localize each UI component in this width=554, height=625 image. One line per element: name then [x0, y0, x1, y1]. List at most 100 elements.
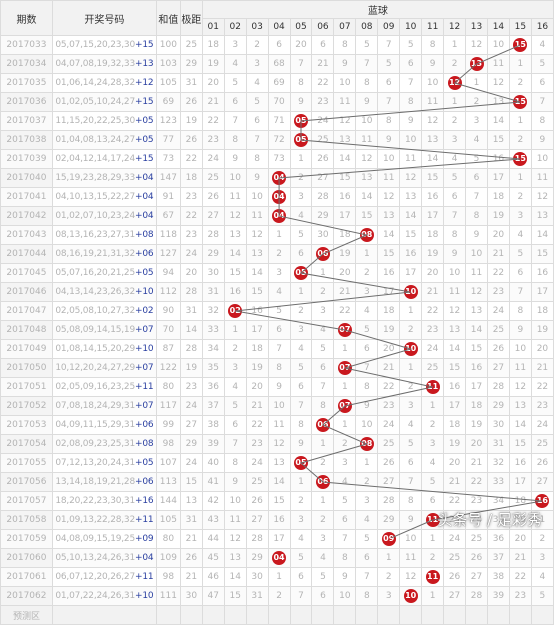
- prediction-cell[interactable]: [179, 605, 203, 625]
- blue-ball-marker: 07: [337, 361, 352, 375]
- miss-count-cell: 9: [399, 510, 423, 530]
- blue-col-header: 14: [486, 18, 510, 36]
- prediction-cell[interactable]: [245, 605, 269, 625]
- miss-count-cell: 19: [377, 320, 401, 340]
- miss-count-cell: 7: [289, 54, 313, 74]
- blue-ball-marker: 04: [272, 209, 287, 223]
- draw-numbers-cell: 04,08,09,15,19,25+09: [51, 529, 157, 549]
- miss-count-cell: 22: [486, 263, 510, 283]
- miss-count-cell: 1: [399, 301, 423, 321]
- range-cell: 29: [179, 54, 203, 74]
- blue-number: +05: [134, 458, 154, 468]
- prediction-cell[interactable]: [421, 605, 445, 625]
- prediction-cell[interactable]: [289, 605, 313, 625]
- period-cell: 2017057: [0, 491, 53, 511]
- red-numbers: 06,07,12,20,26,27: [55, 572, 135, 582]
- prediction-cell[interactable]: [311, 605, 335, 625]
- miss-count-cell: 5: [311, 567, 335, 587]
- blue-ball-marker: 12: [447, 76, 462, 90]
- miss-count-cell: 5: [399, 434, 423, 454]
- miss-count-cell: 8: [355, 73, 379, 93]
- miss-count-cell: 8: [355, 586, 379, 606]
- blue-col-header: 01: [201, 18, 225, 36]
- prediction-cell[interactable]: [465, 605, 488, 625]
- prediction-cell[interactable]: [333, 605, 357, 625]
- miss-count-cell: 25: [465, 529, 488, 549]
- sum-cell: 100: [155, 35, 181, 55]
- prediction-cell[interactable]: [399, 605, 423, 625]
- prediction-cell[interactable]: [51, 605, 157, 625]
- miss-count-cell: 31: [486, 434, 510, 454]
- draw-row: 2017050 10,12,20,24,27,29+07 122 19 35 3 19 8 5 6…: [0, 358, 554, 378]
- prediction-cell[interactable]: [201, 605, 225, 625]
- range-cell: 31: [179, 73, 203, 93]
- miss-count-cell: 23: [245, 434, 269, 454]
- prediction-cell[interactable]: [377, 605, 401, 625]
- miss-count-cell: 8: [267, 358, 291, 378]
- prediction-cell[interactable]: [355, 605, 379, 625]
- prediction-cell[interactable]: [530, 605, 554, 625]
- blue-hit-cell: 10: [399, 282, 423, 302]
- miss-count-cell: 2: [508, 130, 532, 150]
- blue-col-header: 15: [508, 18, 532, 36]
- prediction-cell[interactable]: [508, 605, 532, 625]
- miss-count-cell: 12: [245, 225, 269, 245]
- miss-count-cell: 18: [508, 491, 532, 511]
- prediction-cell[interactable]: [486, 605, 510, 625]
- miss-count-cell: 41: [201, 472, 225, 492]
- prediction-cell[interactable]: [443, 605, 467, 625]
- miss-count-cell: 10: [443, 263, 467, 283]
- miss-count-cell: 1: [289, 472, 313, 492]
- red-numbers: 01,08,14,15,20,29: [55, 344, 135, 354]
- miss-count-cell: 18: [443, 415, 467, 435]
- miss-count-cell: 20: [443, 453, 467, 473]
- miss-count-cell: 4: [267, 282, 291, 302]
- blue-col-header: 16: [530, 18, 554, 36]
- blue-col-header: 07: [333, 18, 357, 36]
- miss-count-cell: 1: [267, 567, 291, 587]
- sum-cell: 118: [155, 225, 181, 245]
- range-cell: 21: [179, 529, 203, 549]
- miss-count-cell: 11: [267, 415, 291, 435]
- blue-ball-marker: 08: [359, 437, 374, 451]
- blue-number: +06: [134, 477, 154, 487]
- miss-count-cell: 16: [443, 377, 467, 397]
- miss-count-cell: 5: [399, 35, 423, 55]
- miss-count-cell: 17: [421, 206, 445, 226]
- prediction-cell[interactable]: [267, 605, 291, 625]
- miss-count-cell: 2: [399, 377, 423, 397]
- miss-count-cell: 20: [201, 73, 225, 93]
- red-numbers: 08,16,19,21,31,32: [55, 249, 135, 259]
- range-cell: 23: [179, 187, 203, 207]
- miss-count-cell: 22: [443, 491, 467, 511]
- sum-cell: 117: [155, 396, 181, 416]
- period-cell: 2017049: [0, 339, 53, 359]
- red-numbers: 05,10,13,24,26,31: [55, 553, 135, 563]
- red-numbers: 01,07,22,24,26,31: [55, 591, 135, 601]
- blue-number: +10: [134, 344, 154, 354]
- blue-hit-cell: 04: [267, 206, 291, 226]
- miss-count-cell: 8: [355, 377, 379, 397]
- miss-count-cell: 23: [421, 320, 445, 340]
- draw-numbers-cell: 01,06,14,24,28,32+12: [51, 73, 157, 93]
- prediction-cell[interactable]: [155, 605, 181, 625]
- blue-hit-cell: 06: [311, 244, 335, 264]
- miss-count-cell: 9: [289, 434, 313, 454]
- miss-count-cell: 30: [486, 415, 510, 435]
- miss-count-cell: 5: [465, 149, 488, 169]
- miss-count-cell: 25: [201, 168, 225, 188]
- miss-count-cell: 3: [465, 111, 488, 131]
- miss-count-cell: 23: [311, 92, 335, 112]
- miss-count-cell: 9: [245, 168, 269, 188]
- miss-count-cell: 11: [223, 510, 247, 530]
- miss-count-cell: 22: [465, 472, 488, 492]
- range-cell: 20: [179, 263, 203, 283]
- red-numbers: 02,04,12,14,17,24: [55, 154, 135, 164]
- prediction-cell[interactable]: [223, 605, 247, 625]
- miss-count-cell: 27: [245, 510, 269, 530]
- miss-count-cell: 14: [245, 263, 269, 283]
- miss-count-cell: 10: [245, 187, 269, 207]
- miss-count-cell: 38: [201, 415, 225, 435]
- miss-count-cell: 30: [245, 567, 269, 587]
- miss-count-cell: 21: [465, 453, 488, 473]
